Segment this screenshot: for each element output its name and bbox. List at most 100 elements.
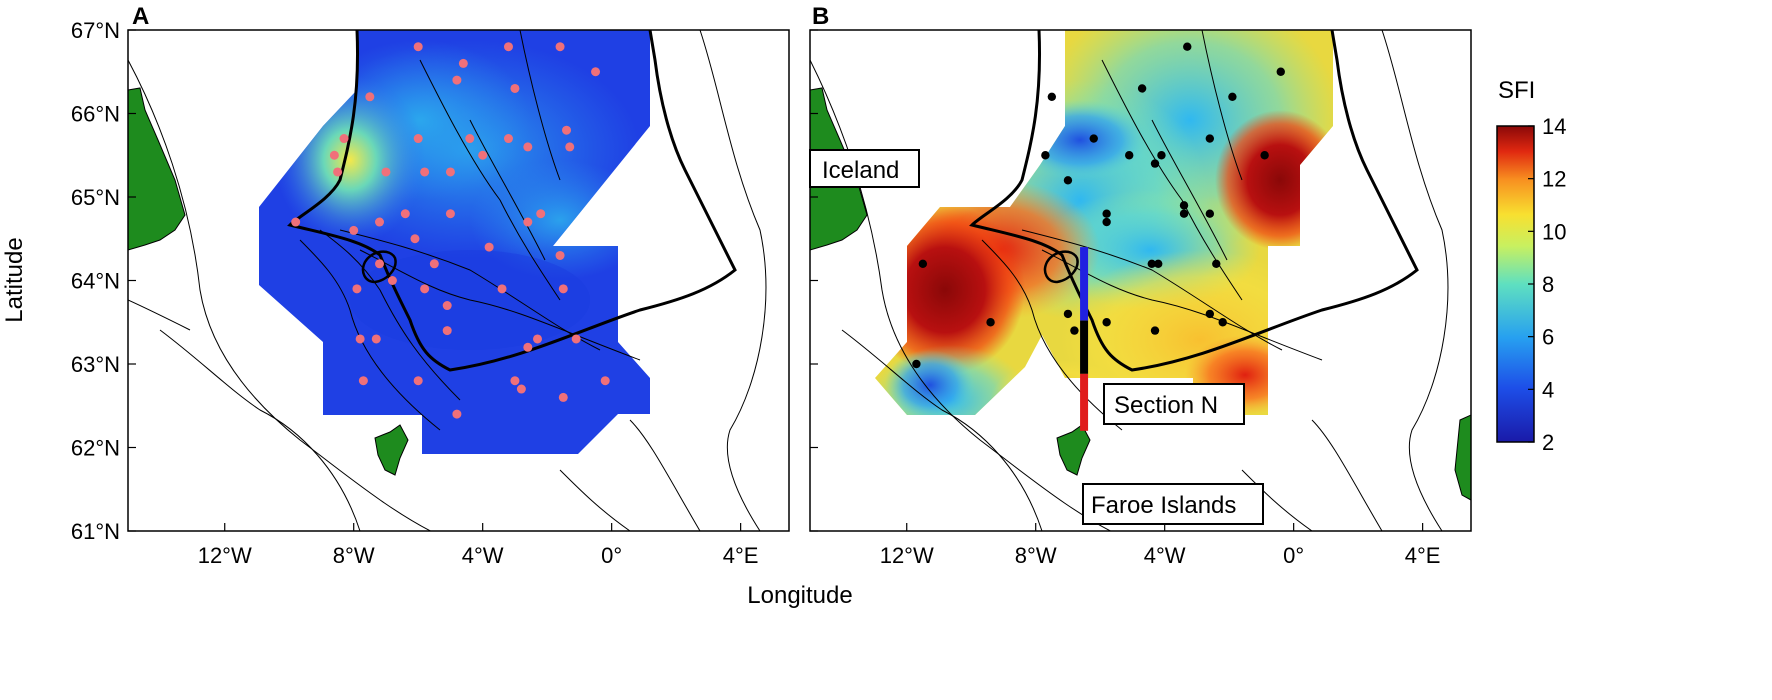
colorbar-tick-label: 12 (1542, 167, 1566, 192)
colorbar-tick-label: 14 (1542, 114, 1566, 139)
stations-a (291, 42, 610, 419)
station-dot-a (365, 92, 375, 102)
lon-tick-label: 4°W (462, 543, 504, 568)
station-dot-a (571, 334, 581, 344)
land-a (128, 87, 409, 476)
lon-tick-label: 4°E (1405, 543, 1441, 568)
latitude-ticks: 67°N 66°N 65°N 64°N 63°N 62°N 61°N (71, 18, 818, 544)
station-dot-b (1157, 151, 1166, 160)
station-dot-a (381, 167, 391, 177)
station-dot-b (918, 259, 928, 268)
station-dot-a (555, 250, 565, 260)
station-dot-a (420, 167, 430, 177)
station-dot-b (1260, 151, 1269, 160)
lon-tick-label: 8°W (333, 543, 375, 568)
faroe-islands-label: Faroe Islands (1082, 483, 1264, 525)
station-dot-a (565, 142, 575, 152)
colorbar-gradient (1496, 125, 1535, 443)
station-dot-a (355, 334, 365, 344)
iceland-label: Iceland (809, 149, 920, 188)
section-north-part (1080, 247, 1089, 321)
station-dot-a (484, 242, 494, 252)
colorbar-tick-label: 8 (1542, 272, 1554, 297)
panel-letter-a: A (132, 3, 149, 30)
station-dot-a (375, 217, 385, 227)
station-dot-a (413, 42, 423, 52)
station-dot-b (1179, 201, 1189, 210)
station-dot-a (352, 284, 362, 294)
lon-tick-label: 4°W (1144, 543, 1186, 568)
station-dot-a (465, 134, 475, 144)
station-dot-a (558, 392, 568, 402)
station-dot-a (349, 225, 359, 235)
station-dot-a (523, 142, 533, 152)
panel-b: B Iceland Section N Faroe Islands (809, 3, 1472, 532)
station-dot-b (1047, 92, 1057, 102)
station-dot-b (1089, 134, 1098, 143)
station-dot-b (1102, 217, 1111, 227)
panel-a: A (127, 3, 790, 532)
colorbar-tick-label: 6 (1542, 325, 1554, 350)
station-dot-b (1102, 209, 1111, 218)
section-middle-part (1080, 320, 1089, 374)
lat-tick-label: 61°N (71, 519, 120, 544)
station-dot-a (458, 58, 468, 68)
station-dot-a (339, 134, 349, 144)
ridge-outline-b (1043, 250, 1079, 284)
station-dot-a (410, 234, 420, 244)
colorbar-title: SFI (1498, 77, 1535, 104)
station-dot-a (562, 125, 572, 135)
station-dot-b (1150, 159, 1160, 168)
colorbar-tick-label: 10 (1542, 219, 1566, 244)
lon-tick-label: 0° (601, 543, 622, 568)
station-dot-a (291, 217, 301, 227)
station-dot-a (429, 259, 439, 269)
station-dot-a (442, 301, 452, 311)
station-dot-a (387, 276, 397, 285)
station-dot-a (413, 376, 423, 386)
lon-tick-label: 12°W (198, 543, 252, 568)
svg-text:Iceland: Iceland (822, 157, 899, 184)
station-dot-a (503, 134, 513, 144)
colorbar-tick-label: 2 (1542, 430, 1554, 455)
station-dot-b (912, 359, 921, 369)
station-dot-b (1154, 259, 1163, 268)
station-dot-a (442, 326, 452, 336)
colorbar-ticks: 14 12 10 8 6 4 2 (1528, 114, 1566, 455)
station-dot-a (358, 376, 368, 386)
station-dot-b (1183, 42, 1192, 51)
station-dot-b (1063, 309, 1073, 319)
station-dot-b (986, 318, 995, 327)
colorbar: SFI 14 12 10 8 6 4 2 (1496, 77, 1566, 455)
station-dot-a (333, 167, 343, 177)
lat-tick-label: 63°N (71, 352, 120, 377)
station-dot-a (445, 209, 455, 219)
station-dot-a (375, 259, 385, 269)
ridge-outline-a (361, 250, 397, 284)
station-dot-a (532, 334, 542, 344)
station-dot-a (452, 409, 462, 419)
station-dot-a (478, 150, 488, 160)
thick-contour-a (287, 30, 737, 372)
station-dot-b (1063, 176, 1073, 185)
station-dot-a (503, 42, 513, 52)
station-dot-a (591, 67, 601, 77)
station-dot-a (329, 150, 339, 160)
longitude-ticks-b: 12°W 8°W 4°W 0° 4°E (880, 523, 1441, 568)
station-dot-a (497, 284, 507, 294)
lat-tick-label: 66°N (71, 102, 120, 127)
station-dot-b (1228, 92, 1237, 102)
station-dot-a (558, 284, 568, 294)
station-dot-a (510, 83, 520, 93)
station-dot-b (1276, 67, 1285, 76)
station-dot-b (1205, 209, 1215, 218)
station-dot-a (371, 334, 381, 344)
lat-tick-label: 65°N (71, 185, 120, 210)
lon-tick-label: 12°W (880, 543, 934, 568)
station-dot-a (445, 167, 455, 177)
station-dot-a (413, 134, 423, 144)
lat-tick-label: 62°N (71, 436, 120, 461)
station-dot-b (1102, 318, 1111, 327)
station-dot-a (600, 376, 610, 386)
lon-tick-label: 0° (1283, 543, 1304, 568)
